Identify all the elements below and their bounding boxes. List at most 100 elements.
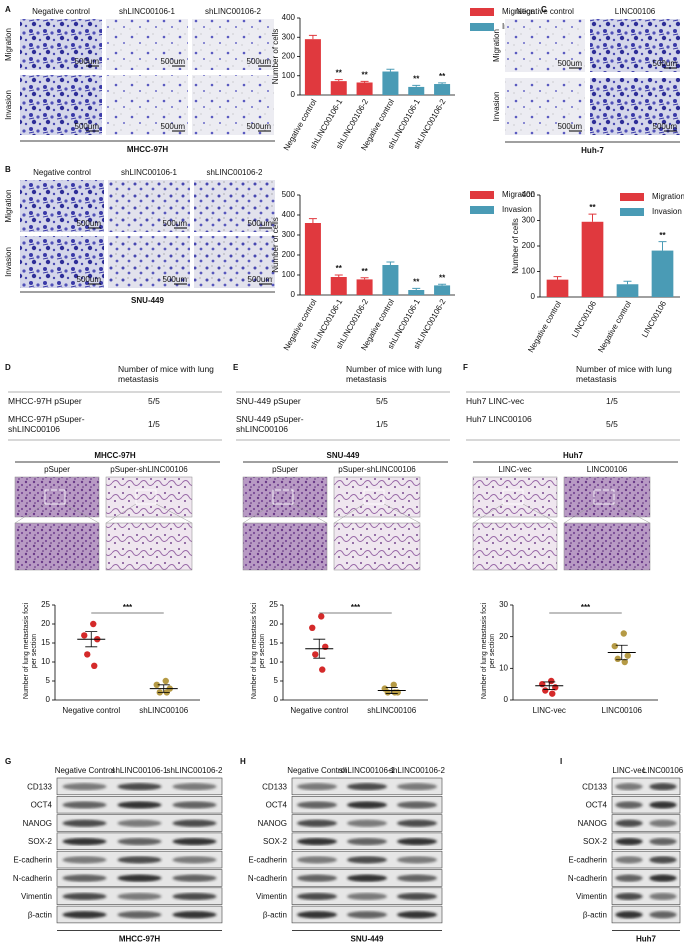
significance: ** xyxy=(361,70,368,79)
data-point xyxy=(312,651,319,658)
zoom-lines xyxy=(472,503,558,524)
error-bar xyxy=(386,68,395,72)
blot-band xyxy=(347,892,387,901)
data-point xyxy=(620,630,627,637)
legend-swatch xyxy=(620,193,644,201)
lane-label: shLINC00106-1 xyxy=(339,766,396,775)
scale-bar-label: 500um xyxy=(248,219,273,228)
x-tick-label: Negative control xyxy=(62,706,120,715)
y-tick-label: 400 xyxy=(522,190,536,199)
legend-label: Migration xyxy=(502,190,535,199)
table-cell: MHCC-97H pSuper xyxy=(8,396,82,406)
data-point xyxy=(90,620,97,628)
blot-band xyxy=(297,892,337,901)
micrograph xyxy=(20,236,104,288)
image-column-label: shLINC00106-1 xyxy=(119,7,176,16)
image-column-label: LINC-vec xyxy=(498,465,531,474)
bar xyxy=(434,84,451,95)
data-point xyxy=(318,613,325,620)
data-point xyxy=(549,690,556,697)
bar xyxy=(356,279,373,295)
y-axis-label: Number of cells xyxy=(271,29,280,85)
y-tick-label: 25 xyxy=(269,600,278,609)
table-cell: SNU-449 pSuper xyxy=(236,396,301,406)
data-point xyxy=(309,624,316,631)
image-column-label: LINC00106 xyxy=(615,7,656,16)
micrograph xyxy=(108,236,190,288)
micrograph xyxy=(20,180,104,232)
micrograph xyxy=(108,180,190,232)
bar xyxy=(651,250,674,297)
data-point xyxy=(542,687,549,694)
blot-band xyxy=(117,892,162,901)
panel-label: A xyxy=(5,5,11,14)
y-tick-label: 10 xyxy=(41,657,50,666)
y-axis-label: Number of lung metastasis foci per secti… xyxy=(251,602,266,699)
y-tick-label: 200 xyxy=(522,241,536,250)
data-point xyxy=(614,655,621,663)
blot-band xyxy=(172,819,217,827)
bar xyxy=(434,285,451,295)
blot-band xyxy=(62,856,107,864)
x-tick-label: Negative control xyxy=(290,706,348,715)
cell-line-label: Huh7 xyxy=(636,935,657,942)
micrograph-zoom xyxy=(563,522,651,571)
scale-bar-label: 500um xyxy=(161,57,186,66)
legend-swatch xyxy=(470,206,494,214)
blot-band xyxy=(649,856,677,864)
blot-band xyxy=(649,892,677,901)
protein-label: β-actin xyxy=(263,910,287,919)
cell-line-label: SNU-449 xyxy=(327,451,360,460)
significance: *** xyxy=(123,603,133,612)
micrograph-zoom xyxy=(14,522,100,571)
cell-line-label: SNU-449 xyxy=(131,296,164,305)
scale-bar-label: 500um xyxy=(163,275,188,284)
protein-label: CD133 xyxy=(27,782,52,791)
data-point xyxy=(153,681,160,688)
error-bar xyxy=(438,283,447,286)
protein-label: β-actin xyxy=(28,910,52,919)
micrograph xyxy=(106,19,188,70)
image-row-label: Invasion xyxy=(4,247,13,277)
significance: ** xyxy=(336,69,343,78)
protein-label: Vimentin xyxy=(21,892,52,901)
scale-bar-label: 500um xyxy=(558,59,583,68)
y-tick-label: 20 xyxy=(269,619,278,628)
y-tick-label: 15 xyxy=(269,638,278,647)
image-row-label: Migration xyxy=(4,28,13,61)
data-point xyxy=(91,662,98,669)
blot-band xyxy=(117,783,162,791)
blot-band xyxy=(397,911,437,919)
y-tick-label: 0 xyxy=(46,695,51,704)
blot-band xyxy=(172,856,217,864)
zoom-box xyxy=(44,489,66,505)
micrograph-zoom xyxy=(105,522,193,571)
zoom-lines xyxy=(105,503,193,524)
x-tick-label: Negative control xyxy=(526,299,563,354)
y-tick-label: 200 xyxy=(282,250,296,259)
y-tick-label: 500 xyxy=(282,190,296,199)
blot-strip xyxy=(611,887,681,905)
y-tick-label: 400 xyxy=(282,210,296,219)
x-tick-label: LINC00106 xyxy=(602,706,643,715)
micrograph xyxy=(505,19,585,72)
error-bar xyxy=(615,644,628,661)
y-tick-label: 5 xyxy=(274,676,279,685)
blot-band xyxy=(615,819,643,827)
blot-band xyxy=(615,874,643,882)
y-tick-label: 100 xyxy=(282,270,296,279)
protein-label: CD133 xyxy=(262,782,287,791)
data-point xyxy=(319,666,326,673)
y-axis-label: Number of cells xyxy=(271,217,280,273)
blot-strip xyxy=(611,905,681,924)
significance: *** xyxy=(351,603,361,612)
table-header: Number of mice with lung metastasis xyxy=(576,364,672,384)
blot-band xyxy=(615,892,643,901)
y-tick-label: 10 xyxy=(499,663,508,672)
blot-strip xyxy=(611,777,681,796)
blot-band xyxy=(649,837,677,846)
zoom-box xyxy=(502,489,524,505)
lane-label: LINC00106 xyxy=(643,766,684,775)
protein-label: Vimentin xyxy=(256,892,287,901)
error-bar xyxy=(360,277,369,280)
